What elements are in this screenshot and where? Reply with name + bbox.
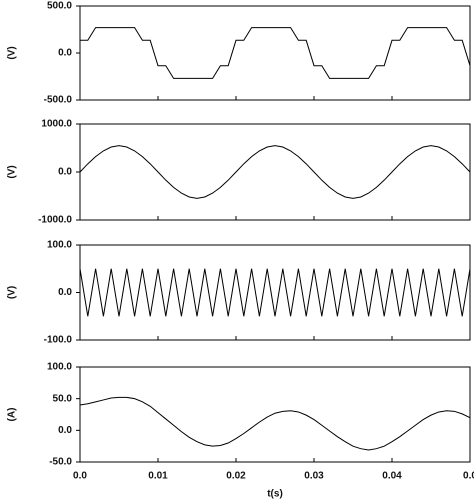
y-axis-label: (A) [7, 408, 18, 422]
y-tick-label: 50.0 [53, 393, 73, 404]
x-tick-label: 0.04 [382, 471, 402, 482]
y-tick-label: 500.0 [47, 1, 72, 12]
x-tick-label: 0.02 [226, 471, 246, 482]
trace [79, 145, 471, 199]
y-tick-label: 0.0 [58, 48, 72, 59]
trace [79, 268, 471, 317]
x-axis-label: t(s) [267, 489, 283, 500]
x-tick-label: 0.01 [148, 471, 168, 482]
plot-frame [79, 366, 471, 463]
plot-frame [79, 5, 471, 101]
y-tick-label: 0.0 [58, 287, 72, 298]
y-tick-label: -1000.0 [38, 215, 72, 226]
y-axis-label: (V) [7, 286, 18, 299]
y-tick-label: -50.0 [49, 457, 72, 468]
trace [80, 27, 471, 79]
y-tick-label: 1000.0 [41, 119, 72, 130]
x-tick-label: 0.03 [304, 471, 324, 482]
y-axis-label: (V) [7, 165, 18, 178]
y-tick-label: 100.0 [47, 362, 72, 373]
trace [79, 396, 471, 451]
y-axis-label: (V) [7, 46, 18, 59]
y-tick-label: 0.0 [58, 167, 72, 178]
y-tick-label: 0.0 [58, 425, 72, 436]
plot-frame [79, 123, 471, 221]
y-tick-label: 100.0 [47, 240, 72, 251]
x-tick-label: 0.0 [73, 471, 87, 482]
y-tick-label: -500.0 [44, 95, 73, 106]
x-tick-label: 0.0 [463, 471, 474, 482]
y-tick-label: -100.0 [44, 335, 73, 346]
